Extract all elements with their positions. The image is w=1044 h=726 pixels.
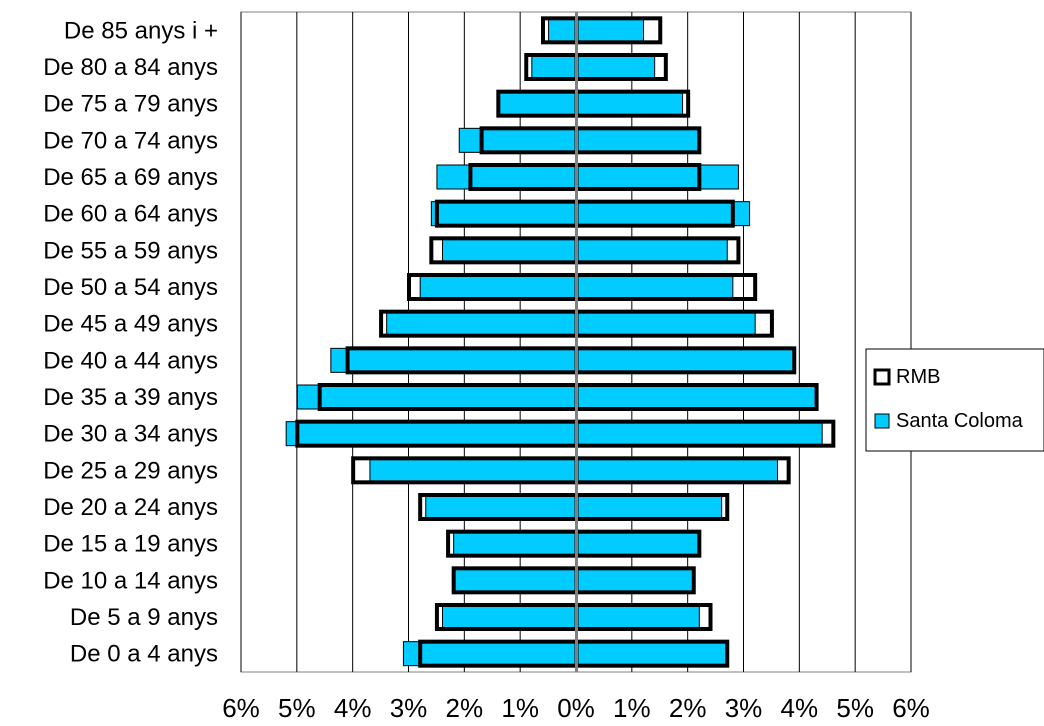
age-group-label: De 65 a 69 anys bbox=[43, 164, 218, 191]
x-tick-label: 5% bbox=[836, 693, 874, 723]
age-group-label: De 30 a 34 anys bbox=[43, 421, 218, 448]
age-group-label: De 70 a 74 anys bbox=[43, 127, 218, 154]
bars bbox=[285, 16, 836, 668]
x-tick-label: 3% bbox=[725, 693, 763, 723]
legend-santa-coloma-label: Santa Coloma bbox=[896, 410, 1024, 432]
santa-coloma-left-bar bbox=[436, 164, 577, 190]
santa-coloma-left-bar bbox=[531, 54, 577, 80]
santa-coloma-right-bar bbox=[576, 164, 739, 190]
santa-coloma-left-bar bbox=[442, 237, 577, 263]
santa-coloma-left-bar bbox=[453, 531, 577, 557]
santa-coloma-left-bar bbox=[402, 641, 577, 667]
age-group-label: De 20 a 24 anys bbox=[43, 494, 218, 521]
santa-coloma-left-bar bbox=[458, 127, 577, 153]
age-group-label: De 10 a 14 anys bbox=[43, 567, 218, 594]
santa-coloma-right-bar bbox=[576, 457, 778, 483]
age-group-label: De 0 a 4 anys bbox=[70, 641, 218, 668]
x-tick-label: 1% bbox=[501, 693, 539, 723]
santa-coloma-right-bar bbox=[576, 384, 818, 410]
santa-coloma-right-bar bbox=[576, 274, 734, 300]
legend-rmb-label: RMB bbox=[896, 366, 940, 388]
labels: De 0 a 4 anys De 5 a 9 anys De 10 a 14 any… bbox=[43, 17, 930, 723]
santa-coloma-left-bar bbox=[497, 91, 578, 117]
santa-coloma-right-bar bbox=[576, 531, 700, 557]
santa-coloma-left-bar bbox=[285, 421, 577, 447]
santa-coloma-right-bar bbox=[576, 127, 700, 153]
santa-coloma-right-bar bbox=[576, 604, 700, 630]
x-tick-label: 4% bbox=[781, 693, 819, 723]
legend: RMB Santa Coloma bbox=[865, 348, 1044, 452]
santa-coloma-left-bar bbox=[425, 494, 577, 520]
santa-coloma-right-bar bbox=[576, 494, 723, 520]
x-tick-label: 3% bbox=[390, 693, 428, 723]
age-group-label: De 85 anys i + bbox=[64, 17, 218, 44]
santa-coloma-left-bar bbox=[296, 384, 577, 410]
age-group-label: De 15 a 19 anys bbox=[43, 531, 218, 558]
santa-coloma-right-bar bbox=[576, 421, 823, 447]
santa-coloma-left-bar bbox=[430, 201, 578, 227]
age-group-label: De 75 a 79 anys bbox=[43, 91, 218, 118]
santa-coloma-left-bar bbox=[369, 457, 577, 483]
santa-coloma-right-bar bbox=[576, 201, 751, 227]
santa-coloma-left-bar bbox=[419, 274, 577, 300]
x-tick-label: 4% bbox=[334, 693, 372, 723]
legend-box bbox=[865, 348, 1044, 452]
x-tick-label: 2% bbox=[669, 693, 707, 723]
santa-coloma-right-bar bbox=[576, 91, 684, 117]
santa-coloma-right-bar bbox=[576, 311, 756, 337]
age-group-label: De 60 a 64 anys bbox=[43, 201, 218, 228]
x-tick-label: 0% bbox=[557, 693, 595, 723]
x-tick-label: 1% bbox=[613, 693, 651, 723]
santa-coloma-left-bar bbox=[386, 311, 577, 337]
age-group-label: De 50 a 54 anys bbox=[43, 274, 218, 301]
age-group-label: De 45 a 49 anys bbox=[43, 311, 218, 338]
x-tick-label: 6% bbox=[892, 693, 930, 723]
x-tick-label: 5% bbox=[278, 693, 316, 723]
age-group-label: De 35 a 39 anys bbox=[43, 384, 218, 411]
legend-rmb-swatch bbox=[873, 368, 891, 386]
x-tick-label: 2% bbox=[446, 693, 484, 723]
legend-santa-coloma-swatch bbox=[874, 413, 890, 429]
santa-coloma-right-bar bbox=[576, 641, 728, 667]
santa-coloma-left-bar bbox=[442, 604, 577, 630]
santa-coloma-left-bar bbox=[453, 567, 577, 593]
age-group-label: De 5 a 9 anys bbox=[70, 604, 218, 631]
age-group-label: De 55 a 59 anys bbox=[43, 237, 218, 264]
santa-coloma-left-bar bbox=[330, 347, 578, 373]
age-group-label: De 40 a 44 anys bbox=[43, 347, 218, 374]
santa-coloma-right-bar bbox=[576, 237, 728, 263]
age-group-label: De 80 a 84 anys bbox=[43, 54, 218, 81]
santa-coloma-right-bar bbox=[576, 54, 656, 80]
santa-coloma-left-bar bbox=[548, 17, 577, 43]
santa-coloma-right-bar bbox=[576, 347, 795, 373]
age-group-label: De 25 a 29 anys bbox=[43, 457, 218, 484]
x-tick-label: 6% bbox=[222, 693, 260, 723]
santa-coloma-right-bar bbox=[576, 17, 644, 43]
santa-coloma-right-bar bbox=[576, 567, 695, 593]
